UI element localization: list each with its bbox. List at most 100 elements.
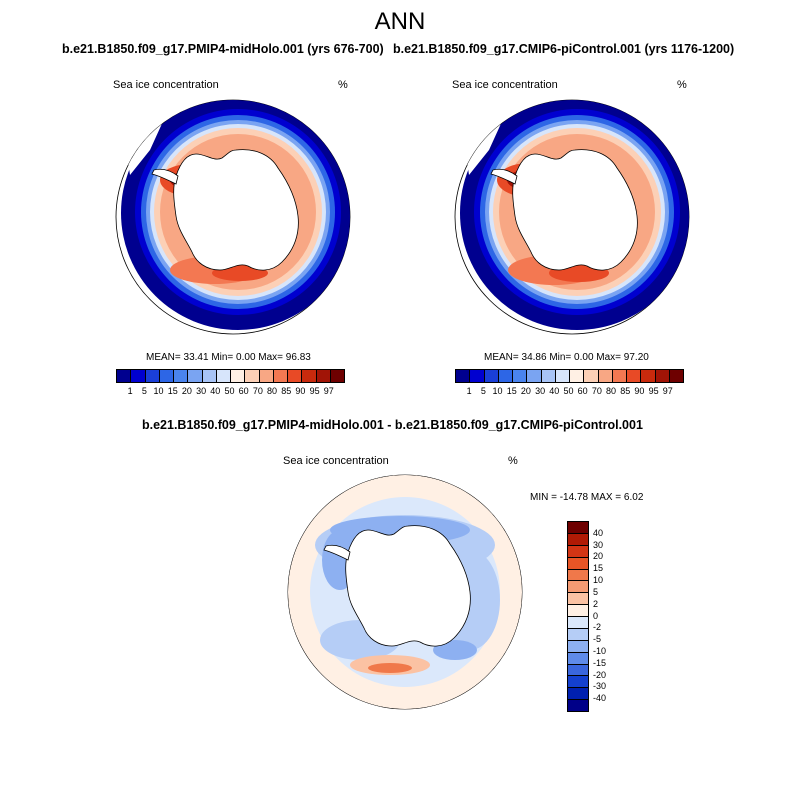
right-colorbar-swatch xyxy=(456,370,471,382)
left-colorbar-tick-label: 40 xyxy=(210,386,221,396)
diff-colorbar-swatch xyxy=(568,605,588,617)
left-colorbar-swatch xyxy=(231,370,246,382)
left-colorbar-tick-label: 97 xyxy=(323,386,334,396)
right-colorbar-swatch xyxy=(555,370,570,382)
left-colorbar-swatch xyxy=(316,370,331,382)
diff-colorbar-tick-label: 40 xyxy=(593,527,604,538)
diff-colorbar-swatch xyxy=(568,581,588,594)
diff-colorbar-swatch xyxy=(568,593,588,606)
right-colorbar-tick-label: 40 xyxy=(549,386,560,396)
left-panel-title: b.e21.B1850.f09_g17.PMIP4-midHolo.001 (y… xyxy=(62,42,384,56)
right-variable-label: Sea ice concentration xyxy=(452,79,558,91)
figure-title: ANN xyxy=(374,8,426,35)
left-colorbar-swatch xyxy=(273,370,288,382)
diff-colorbar-tick-label: 10 xyxy=(593,575,604,586)
left-colorbar-tick-label: 80 xyxy=(267,386,278,396)
diff-colorbar-tick-label: -10 xyxy=(593,645,607,656)
left-colorbar-swatch xyxy=(245,370,260,382)
left-colorbar-swatch xyxy=(174,370,189,382)
left-colorbar-swatch xyxy=(159,370,174,382)
diff-colorbar-swatch xyxy=(568,533,588,546)
diff-colorbar-tick-label: -20 xyxy=(593,669,607,680)
left-colorbar-swatch xyxy=(302,370,317,382)
diff-colorbar-swatch xyxy=(568,617,588,629)
left-colorbar-swatch xyxy=(288,370,303,382)
left-colorbar-swatch xyxy=(330,370,344,382)
diff-unit-label: % xyxy=(508,455,518,467)
left-colorbar-tick-label: 5 xyxy=(141,386,147,396)
left-colorbar-swatch xyxy=(216,370,231,382)
diff-colorbar-swatch xyxy=(568,557,588,570)
left-colorbar-tick-label: 20 xyxy=(181,386,192,396)
left-stats: MEAN= 33.41 Min= 0.00 Max= 96.83 xyxy=(146,352,311,363)
right-colorbar-swatch xyxy=(541,370,556,382)
diff-colorbar-tick-label: 15 xyxy=(593,563,604,574)
right-colorbar-tick-label: 5 xyxy=(480,386,486,396)
right-sea-ice-map xyxy=(454,99,690,335)
diff-colorbar-swatch xyxy=(568,640,588,653)
right-colorbar-swatch xyxy=(598,370,613,382)
diff-colorbar-swatch xyxy=(568,652,588,665)
right-colorbar-tick-label: 60 xyxy=(577,386,588,396)
right-unit-label: % xyxy=(677,79,687,91)
diff-colorbar-swatch xyxy=(568,569,588,582)
left-colorbar-swatch xyxy=(259,370,274,382)
right-colorbar-tick-label: 97 xyxy=(662,386,673,396)
left-colorbar-tick-label: 30 xyxy=(196,386,207,396)
left-colorbar-tick-label: 70 xyxy=(252,386,263,396)
left-colorbar-swatch xyxy=(145,370,160,382)
diff-colorbar xyxy=(567,521,589,712)
left-unit-label: % xyxy=(338,79,348,91)
right-colorbar-tick-label: 10 xyxy=(492,386,503,396)
right-stats: MEAN= 34.86 Min= 0.00 Max= 97.20 xyxy=(484,352,649,363)
right-colorbar-ticks: 1 5 10 15 20 30 40 50 60 70 80 85 90 95 97 xyxy=(455,386,682,398)
diff-colorbar-ticks: 40 30 20 15 10 5 2 0 -2 -5 -10 -15 -20 -30 -40 xyxy=(593,521,633,710)
right-colorbar-tick-label: 70 xyxy=(591,386,602,396)
left-colorbar xyxy=(116,369,345,383)
right-colorbar-swatch xyxy=(513,370,528,382)
diff-colorbar-tick-label: -15 xyxy=(593,657,607,668)
diff-colorbar-tick-label: -40 xyxy=(593,693,607,704)
right-colorbar-tick-label: 90 xyxy=(634,386,645,396)
diff-colorbar-tick-label: 20 xyxy=(593,551,604,562)
diff-colorbar-swatch xyxy=(568,700,588,711)
left-colorbar-swatch xyxy=(117,370,132,382)
right-colorbar-swatch xyxy=(612,370,627,382)
right-colorbar-tick-label: 95 xyxy=(648,386,659,396)
diff-colorbar-tick-label: -2 xyxy=(593,622,602,633)
diff-colorbar-swatch xyxy=(568,676,588,689)
diff-colorbar-tick-label: 5 xyxy=(593,586,599,597)
left-colorbar-swatch xyxy=(188,370,203,382)
left-colorbar-swatch xyxy=(131,370,146,382)
diff-sea-ice-map xyxy=(287,474,523,710)
diff-colorbar-tick-label: -30 xyxy=(593,681,607,692)
right-colorbar-swatch xyxy=(527,370,542,382)
left-colorbar-ticks: 1 5 10 15 20 30 40 50 60 70 80 85 90 95 97 xyxy=(116,386,343,398)
left-colorbar-tick-label: 50 xyxy=(224,386,235,396)
right-colorbar-swatch xyxy=(641,370,656,382)
left-colorbar-swatch xyxy=(202,370,217,382)
right-colorbar-swatch xyxy=(655,370,670,382)
left-variable-label: Sea ice concentration xyxy=(113,79,219,91)
diff-colorbar-tick-label: -5 xyxy=(593,634,602,645)
diff-stats: MIN = -14.78 MAX = 6.02 xyxy=(530,492,644,503)
diff-colorbar-tick-label: 30 xyxy=(593,539,604,550)
left-colorbar-tick-label: 60 xyxy=(238,386,249,396)
right-colorbar-tick-label: 15 xyxy=(506,386,517,396)
right-colorbar-swatch xyxy=(484,370,499,382)
left-colorbar-tick-label: 95 xyxy=(309,386,320,396)
left-colorbar-tick-label: 85 xyxy=(281,386,292,396)
diff-colorbar-tick-label: 2 xyxy=(593,598,599,609)
right-colorbar-tick-label: 80 xyxy=(606,386,617,396)
left-sea-ice-map xyxy=(115,99,351,335)
diff-colorbar-swatch xyxy=(568,688,588,701)
right-colorbar-swatch xyxy=(584,370,599,382)
diff-colorbar-swatch xyxy=(568,545,588,558)
diff-colorbar-tick-label: 0 xyxy=(593,610,599,621)
left-colorbar-tick-label: 1 xyxy=(127,386,133,396)
diff-colorbar-swatch xyxy=(568,664,588,677)
diff-colorbar-swatch xyxy=(568,522,588,534)
diff-colorbar-swatch xyxy=(568,628,588,641)
diff-variable-label: Sea ice concentration xyxy=(283,455,389,467)
right-colorbar-tick-label: 50 xyxy=(563,386,574,396)
